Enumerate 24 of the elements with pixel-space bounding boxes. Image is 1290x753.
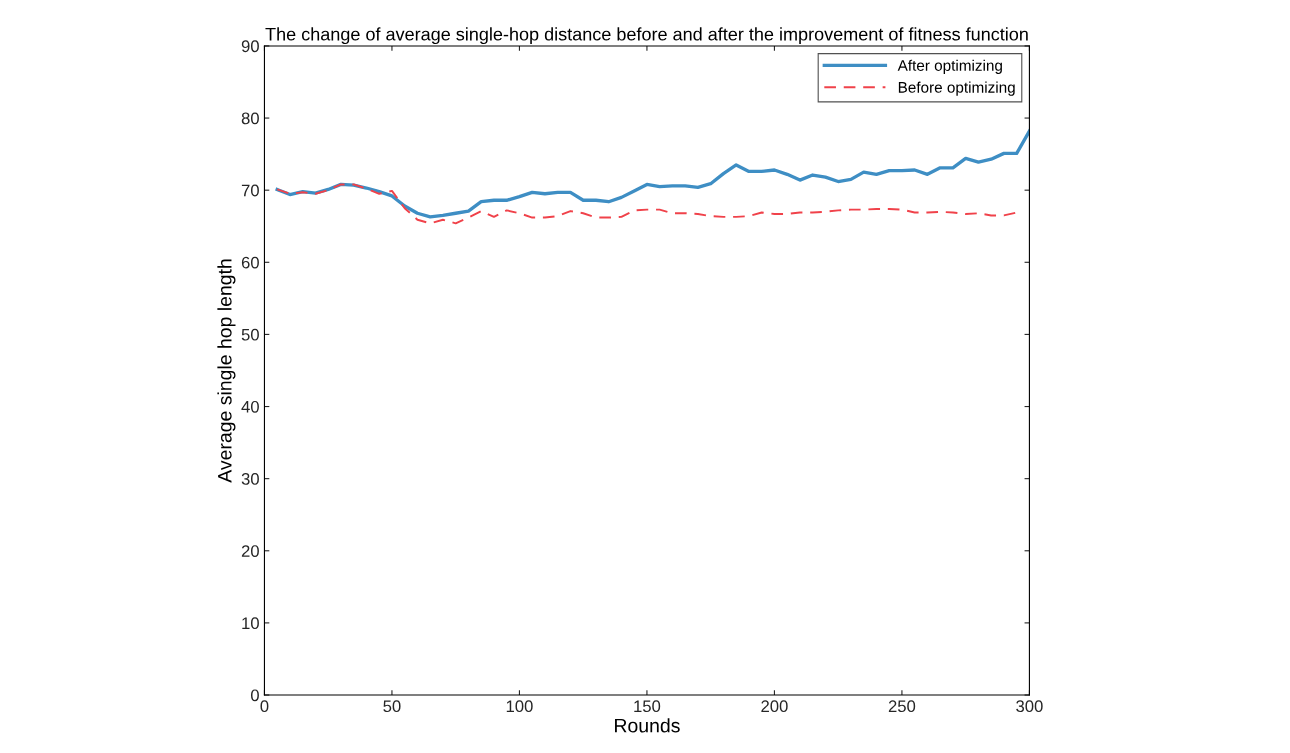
y-tick-label: 0 xyxy=(250,689,259,702)
x-tick-label: 150 xyxy=(634,700,661,713)
y-tick-label: 60 xyxy=(241,256,259,269)
line-series xyxy=(275,129,1030,219)
chart-title: The change of average single-hop distance before and after the improvement of fitness function xyxy=(265,27,1028,45)
y-tick-label: 80 xyxy=(241,112,259,125)
legend-label: Before optimizing xyxy=(898,81,1015,96)
legend-label: After optimizing xyxy=(897,59,1002,74)
y-tick-label: 50 xyxy=(241,328,259,341)
y-tick-label: 90 xyxy=(241,40,259,53)
line-series xyxy=(276,183,1018,225)
x-tick-label: 50 xyxy=(383,700,401,713)
y-tick-label: 40 xyxy=(241,400,259,413)
x-tick-label: 0 xyxy=(260,700,269,713)
x-tick-label: 250 xyxy=(888,700,916,713)
x-tick-label: 200 xyxy=(761,700,788,713)
y-tick-label: 20 xyxy=(241,545,259,557)
x-tick-label: 100 xyxy=(506,700,533,713)
y-tick-label: 70 xyxy=(241,184,259,197)
x-axis-title: Rounds xyxy=(615,718,680,733)
y-axis-title: Average single hop length xyxy=(217,259,236,483)
x-tick-label: 300 xyxy=(1016,700,1043,713)
y-tick-label: 10 xyxy=(242,617,259,630)
y-tick-label: 30 xyxy=(241,473,259,485)
